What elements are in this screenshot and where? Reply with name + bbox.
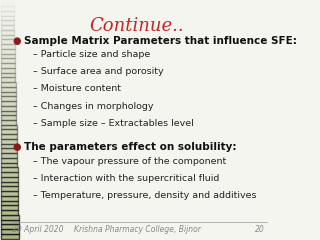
FancyBboxPatch shape [1, 172, 18, 177]
FancyBboxPatch shape [1, 191, 18, 196]
FancyBboxPatch shape [1, 91, 16, 96]
FancyBboxPatch shape [1, 153, 17, 158]
FancyBboxPatch shape [1, 220, 19, 224]
FancyBboxPatch shape [1, 205, 18, 210]
FancyBboxPatch shape [1, 234, 19, 239]
FancyBboxPatch shape [1, 134, 17, 139]
FancyBboxPatch shape [1, 177, 18, 182]
FancyBboxPatch shape [1, 125, 17, 130]
FancyBboxPatch shape [1, 58, 15, 63]
Text: – Changes in morphology: – Changes in morphology [33, 102, 153, 110]
FancyBboxPatch shape [1, 168, 18, 172]
Text: ●: ● [12, 36, 20, 46]
FancyBboxPatch shape [1, 25, 14, 30]
FancyBboxPatch shape [1, 149, 17, 153]
FancyBboxPatch shape [1, 210, 19, 215]
FancyBboxPatch shape [1, 139, 17, 144]
Text: 29 April 2020: 29 April 2020 [12, 225, 64, 234]
FancyBboxPatch shape [1, 82, 16, 87]
FancyBboxPatch shape [1, 201, 18, 205]
FancyBboxPatch shape [1, 182, 18, 186]
FancyBboxPatch shape [1, 77, 15, 82]
Text: Sample Matrix Parameters that influence SFE:: Sample Matrix Parameters that influence … [24, 36, 297, 46]
FancyBboxPatch shape [1, 158, 17, 163]
FancyBboxPatch shape [1, 196, 18, 201]
Text: – Temperature, pressure, density and additives: – Temperature, pressure, density and add… [33, 191, 256, 200]
FancyBboxPatch shape [1, 115, 16, 120]
FancyBboxPatch shape [1, 224, 19, 229]
FancyBboxPatch shape [1, 49, 15, 54]
Text: 20: 20 [255, 225, 265, 234]
Text: – Interaction with the supercritical fluid: – Interaction with the supercritical flu… [33, 174, 219, 183]
Text: ●: ● [12, 142, 20, 152]
FancyBboxPatch shape [1, 120, 16, 125]
FancyBboxPatch shape [1, 110, 16, 115]
FancyBboxPatch shape [1, 163, 17, 168]
Text: – Sample size – Extractables level: – Sample size – Extractables level [33, 119, 193, 128]
FancyBboxPatch shape [1, 35, 14, 39]
FancyBboxPatch shape [1, 229, 19, 234]
FancyBboxPatch shape [1, 68, 15, 72]
FancyBboxPatch shape [1, 96, 16, 101]
Text: Krishna Pharmacy College, Bijnor: Krishna Pharmacy College, Bijnor [74, 225, 200, 234]
FancyBboxPatch shape [1, 215, 19, 220]
FancyBboxPatch shape [1, 101, 16, 106]
FancyBboxPatch shape [1, 130, 17, 134]
FancyBboxPatch shape [1, 144, 17, 149]
Text: – Moisture content: – Moisture content [33, 84, 121, 93]
FancyBboxPatch shape [1, 87, 16, 91]
Text: – Particle size and shape: – Particle size and shape [33, 50, 150, 59]
FancyBboxPatch shape [1, 44, 15, 49]
FancyBboxPatch shape [1, 72, 15, 77]
Text: Continue..: Continue.. [90, 17, 184, 35]
Text: – Surface area and porosity: – Surface area and porosity [33, 67, 163, 76]
FancyBboxPatch shape [1, 54, 15, 58]
FancyBboxPatch shape [1, 16, 14, 20]
FancyBboxPatch shape [1, 39, 15, 44]
FancyBboxPatch shape [1, 186, 18, 191]
FancyBboxPatch shape [1, 30, 14, 35]
FancyBboxPatch shape [1, 106, 16, 110]
Text: The parameters effect on solubility:: The parameters effect on solubility: [24, 142, 237, 152]
FancyBboxPatch shape [1, 20, 14, 25]
Text: – The vapour pressure of the component: – The vapour pressure of the component [33, 157, 226, 166]
FancyBboxPatch shape [1, 63, 15, 68]
